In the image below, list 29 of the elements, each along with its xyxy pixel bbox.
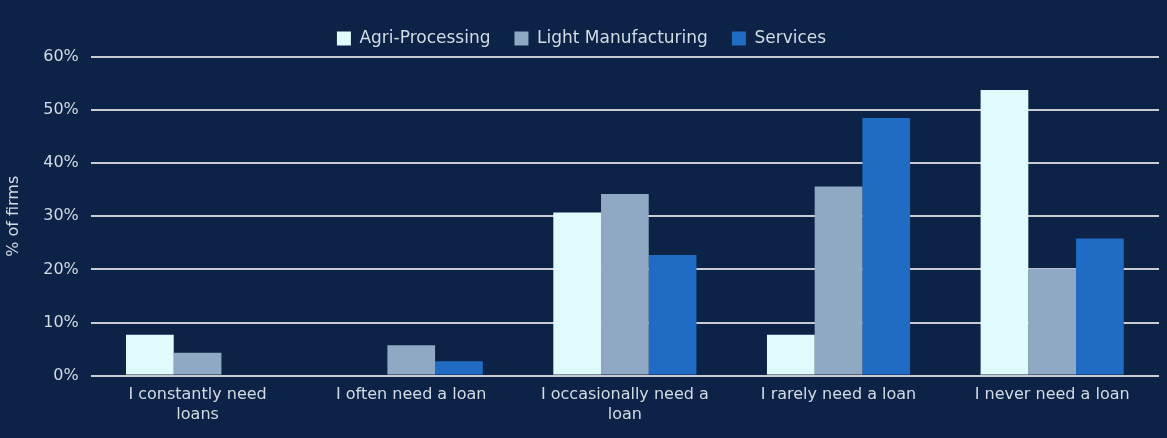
y-tick-label: 50% bbox=[43, 99, 79, 119]
bar bbox=[387, 345, 436, 375]
legend-label: Services bbox=[754, 26, 827, 47]
legend-label: Agri-Processing bbox=[359, 26, 491, 47]
y-tick-label: 10% bbox=[43, 311, 79, 331]
x-tick-label: I occasionally need a loan bbox=[540, 384, 709, 423]
x-tick-label: I never need a loan bbox=[974, 384, 1130, 404]
y-tick-label: 0% bbox=[53, 364, 79, 384]
bar bbox=[980, 89, 1029, 375]
y-tick-label: 40% bbox=[43, 152, 79, 172]
y-tick-label: 20% bbox=[43, 258, 79, 278]
bar bbox=[435, 361, 483, 375]
bar bbox=[1076, 238, 1124, 375]
bar bbox=[126, 334, 174, 375]
bar bbox=[862, 118, 911, 375]
bar bbox=[173, 352, 222, 375]
bar bbox=[766, 334, 815, 375]
bar bbox=[814, 186, 863, 375]
y-axis-title: % of firms bbox=[2, 175, 22, 257]
legend-label: Light Manufacturing bbox=[536, 26, 708, 47]
y-tick-label: 30% bbox=[43, 205, 79, 225]
bar bbox=[553, 212, 602, 375]
bar bbox=[648, 255, 697, 375]
bar bbox=[1028, 268, 1077, 375]
x-tick-label: I constantly need loans bbox=[128, 384, 267, 423]
y-tick-label: 60% bbox=[43, 46, 79, 66]
x-tick-label: I rarely need a loan bbox=[760, 384, 917, 404]
bar bbox=[601, 194, 649, 375]
x-tick-label: I often need a loan bbox=[336, 384, 487, 404]
